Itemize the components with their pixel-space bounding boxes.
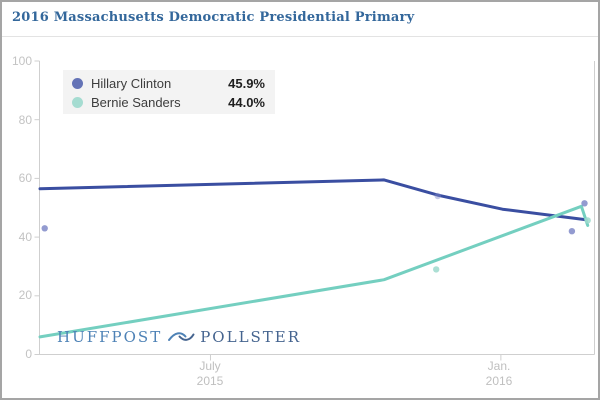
y-tick-label: 60 [18, 171, 32, 185]
clinton-series-marker-icon [72, 78, 83, 89]
legend-item-sanders[interactable]: Bernie Sanders 44.0% [72, 94, 265, 111]
chart-title: 2016 Massachusetts Democratic Presidenti… [12, 10, 415, 25]
y-tick-label: 0 [25, 347, 32, 361]
y-tick-label: 100 [11, 54, 32, 68]
x-tick-label: Jan. 2016 [469, 359, 529, 389]
chart-legend: Hillary Clinton 45.9% Bernie Sanders 44.… [63, 70, 275, 114]
x-tick-month: Jan. [487, 359, 511, 373]
legend-candidate-value: 44.0% [228, 95, 265, 110]
x-tick-month: July [199, 359, 221, 373]
x-tick-year: 2015 [196, 374, 224, 388]
legend-candidate-name: Hillary Clinton [91, 76, 172, 91]
y-tick-label: 80 [18, 113, 32, 127]
x-tick-year: 2016 [485, 374, 513, 388]
legend-candidate-name: Bernie Sanders [91, 95, 181, 110]
y-tick-label: 40 [18, 230, 32, 244]
huffpost-wordmark: HUFFPOST [57, 328, 163, 346]
x-tick-label: July 2015 [180, 359, 240, 389]
pollster-wordmark: POLLSTER [200, 328, 302, 346]
sanders-series-marker-icon [72, 97, 83, 108]
header-divider [2, 36, 598, 37]
legend-item-clinton[interactable]: Hillary Clinton 45.9% [72, 75, 265, 92]
y-tick-label: 20 [18, 288, 32, 302]
pollster-bird-icon [168, 332, 195, 341]
legend-candidate-value: 45.9% [228, 76, 265, 91]
huffpost-pollster-watermark[interactable]: HUFFPOST POLLSTER [57, 328, 301, 346]
